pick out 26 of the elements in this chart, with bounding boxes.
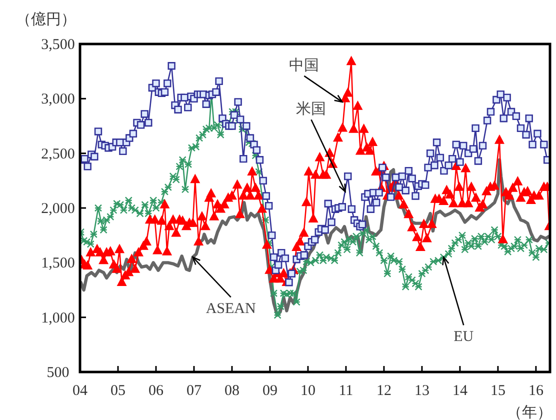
ytick: 3,000 [41, 92, 75, 108]
ytick: 1,000 [41, 310, 75, 326]
xtick: 05 [110, 383, 126, 399]
xtick: 14 [452, 383, 468, 399]
xtick: 11 [338, 383, 354, 399]
xtick: 10 [300, 383, 316, 399]
annotation: 米国 [296, 102, 326, 118]
xtick: 12 [376, 383, 392, 399]
ytick: 1,500 [41, 256, 75, 272]
xtick: 15 [490, 383, 506, 399]
xtick: 04 [72, 383, 88, 399]
ytick: 2,000 [41, 201, 75, 217]
xlabel: （年） [507, 405, 552, 420]
annotation: 中国 [289, 58, 320, 74]
ytick: 2,500 [41, 146, 75, 162]
ylabel: （億円） [16, 12, 76, 28]
ytick: 3,500 [41, 37, 75, 53]
xtick: 06 [148, 383, 164, 399]
xtick: 09 [262, 383, 278, 399]
xtick: 08 [224, 383, 240, 399]
ytick: 500 [46, 365, 70, 381]
xtick: 07 [186, 383, 202, 399]
annotation: EU [454, 329, 474, 346]
xtick: 16 [528, 383, 544, 399]
xtick: 13 [414, 383, 430, 399]
annotation: ASEAN [206, 301, 256, 318]
